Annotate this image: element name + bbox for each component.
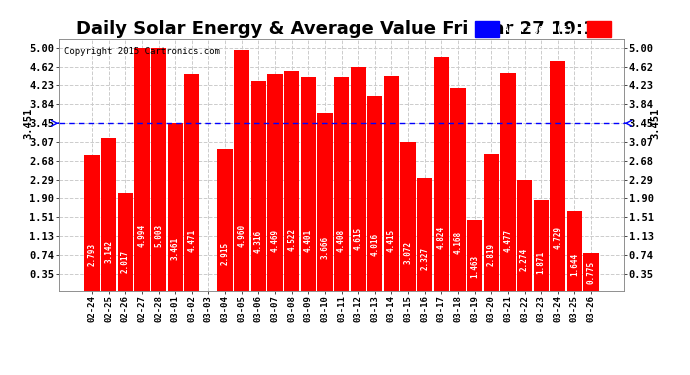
Text: 4.824: 4.824 (437, 225, 446, 249)
Bar (117, 193, 133, 291)
Text: 2.274: 2.274 (520, 248, 529, 271)
Text: 4.729: 4.729 (553, 226, 562, 249)
Text: 4.401: 4.401 (304, 229, 313, 252)
Text: 3.461: 3.461 (170, 237, 179, 260)
Bar (400, 142, 416, 291)
Text: 3.142: 3.142 (104, 240, 113, 263)
Text: 4.016: 4.016 (371, 232, 380, 256)
Text: 2.819: 2.819 (486, 243, 496, 266)
Text: Daily   ($): Daily ($) (615, 24, 680, 34)
Bar (217, 149, 233, 291)
Bar (434, 57, 449, 291)
Bar (467, 220, 482, 291)
Text: 3.451: 3.451 (23, 108, 33, 139)
Text: 4.316: 4.316 (254, 230, 263, 253)
Text: 1.644: 1.644 (570, 253, 579, 276)
Text: 4.168: 4.168 (453, 231, 462, 254)
Text: 3.666: 3.666 (320, 236, 329, 259)
Bar (84, 155, 99, 291)
Text: 1.463: 1.463 (470, 255, 479, 278)
Text: 2.327: 2.327 (420, 247, 429, 270)
Text: 2.793: 2.793 (88, 243, 97, 266)
Text: 3.451: 3.451 (650, 108, 660, 139)
Bar (184, 74, 199, 291)
Title: Daily Solar Energy & Average Value Fri Mar 27 19:16: Daily Solar Energy & Average Value Fri M… (75, 20, 608, 38)
Bar (533, 200, 549, 291)
Text: 4.960: 4.960 (237, 224, 246, 248)
Text: 0.775: 0.775 (586, 261, 595, 284)
Bar (101, 138, 117, 291)
Text: 4.994: 4.994 (137, 224, 146, 247)
Bar (168, 123, 183, 291)
Bar (250, 81, 266, 291)
Bar (135, 48, 150, 291)
Text: 4.469: 4.469 (270, 228, 279, 252)
Bar (267, 74, 283, 291)
Text: Average  ($): Average ($) (503, 24, 573, 34)
Bar (334, 77, 349, 291)
Text: 5.003: 5.003 (154, 224, 163, 247)
Text: Copyright 2015 Cartronics.com: Copyright 2015 Cartronics.com (64, 47, 220, 56)
Bar (384, 76, 399, 291)
Bar (151, 48, 166, 291)
Bar (301, 77, 316, 291)
Text: 4.408: 4.408 (337, 229, 346, 252)
Bar (500, 74, 515, 291)
Text: 4.477: 4.477 (504, 228, 513, 252)
Bar (317, 113, 333, 291)
Bar (475, 21, 499, 38)
Text: 1.871: 1.871 (537, 251, 546, 274)
Bar (517, 180, 532, 291)
Bar (234, 50, 249, 291)
Text: 4.522: 4.522 (287, 228, 296, 251)
Bar (417, 178, 433, 291)
Text: 4.471: 4.471 (187, 228, 197, 252)
Bar (584, 253, 599, 291)
Bar (566, 211, 582, 291)
Bar (367, 96, 382, 291)
Text: 2.017: 2.017 (121, 250, 130, 273)
Text: 4.415: 4.415 (387, 229, 396, 252)
Bar (284, 71, 299, 291)
Text: 2.915: 2.915 (221, 242, 230, 265)
Bar (484, 154, 499, 291)
Bar (451, 88, 466, 291)
Bar (586, 21, 611, 38)
Bar (351, 67, 366, 291)
Text: 4.615: 4.615 (354, 227, 363, 251)
Text: 3.072: 3.072 (404, 241, 413, 264)
Bar (550, 61, 566, 291)
